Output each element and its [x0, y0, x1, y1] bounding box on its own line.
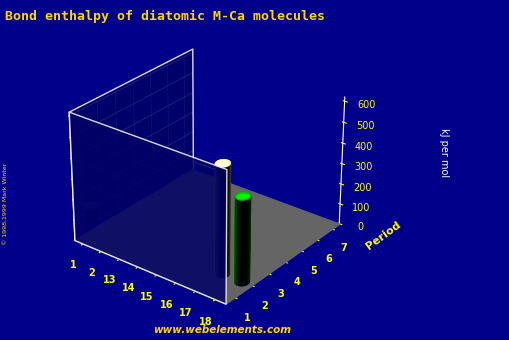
Text: © 1998,1999 Mark Winter: © 1998,1999 Mark Winter	[3, 163, 8, 245]
Text: kJ per mol: kJ per mol	[438, 129, 448, 177]
Text: www.webelements.com: www.webelements.com	[153, 325, 291, 335]
Text: Bond enthalpy of diatomic M-Ca molecules: Bond enthalpy of diatomic M-Ca molecules	[5, 10, 324, 23]
